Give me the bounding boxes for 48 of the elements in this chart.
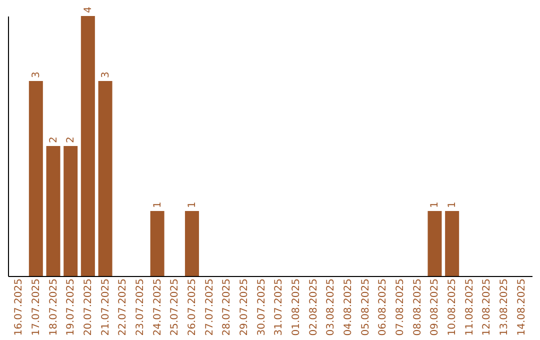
- bar: [428, 211, 442, 276]
- x-tick-label: 12.08.2025: [482, 278, 493, 336]
- bar: [445, 211, 460, 276]
- x-tick-label: 07.08.2025: [395, 278, 406, 336]
- x-tick-label: 13.08.2025: [499, 278, 510, 336]
- bar: [64, 146, 78, 276]
- x-tick-label: 23.07.2025: [134, 278, 146, 336]
- x-tick-label: 28.07.2025: [222, 278, 233, 336]
- x-tick-label: 31.07.2025: [274, 278, 285, 336]
- data-label: 3: [30, 72, 42, 78]
- x-tick-label: 20.07.2025: [82, 278, 94, 336]
- bar: [184, 211, 199, 276]
- bar: [98, 81, 112, 276]
- x-tick-label: 27.07.2025: [204, 278, 216, 336]
- x-tick-label: 02.08.2025: [308, 278, 320, 336]
- data-label: 2: [66, 136, 77, 143]
- bar: [80, 16, 95, 276]
- x-tick-label: 14.08.2025: [516, 278, 528, 336]
- x-tick-label: 21.07.2025: [100, 278, 112, 336]
- x-tick-label: 26.07.2025: [186, 278, 198, 336]
- x-tick-label: 25.07.2025: [170, 278, 181, 336]
- x-tick-label: 11.08.2025: [464, 278, 476, 336]
- bar: [150, 211, 164, 276]
- x-tick-label: 17.07.2025: [30, 278, 42, 336]
- x-tick-label: 22.07.2025: [118, 278, 129, 336]
- data-label: 2: [48, 136, 60, 143]
- x-tick-label: 01.08.2025: [291, 278, 302, 336]
- data-label: 1: [447, 202, 458, 208]
- data-label: 1: [186, 202, 198, 208]
- x-tick-label: 10.08.2025: [447, 278, 458, 336]
- data-label: 3: [100, 72, 112, 78]
- x-tick-label: 08.08.2025: [412, 278, 424, 336]
- data-label: 1: [430, 202, 441, 208]
- x-tick-label: 05.08.2025: [360, 278, 372, 336]
- x-tick-label: 24.07.2025: [152, 278, 164, 336]
- x-tick-label: 29.07.2025: [238, 278, 250, 336]
- x-tick-label: 04.08.2025: [343, 278, 354, 336]
- x-tick-label: 18.07.2025: [48, 278, 60, 336]
- x-tick-label: 19.07.2025: [66, 278, 77, 336]
- x-tick-label: 30.07.2025: [256, 278, 268, 336]
- x-tick-label: 06.08.2025: [378, 278, 389, 336]
- x-tick-label: 03.08.2025: [326, 278, 337, 336]
- data-label: 1: [152, 202, 164, 208]
- x-tick-label: 16.07.2025: [14, 278, 25, 336]
- bar: [28, 81, 43, 276]
- data-label: 4: [82, 6, 94, 13]
- x-tick-label: 09.08.2025: [430, 278, 441, 336]
- bar: [46, 146, 60, 276]
